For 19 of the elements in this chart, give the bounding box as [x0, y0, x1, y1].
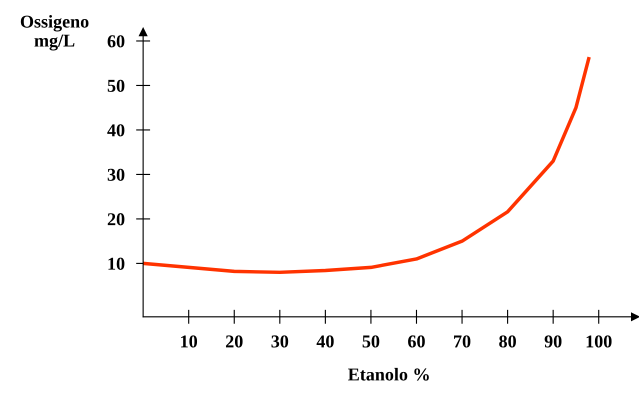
- y-tick-label: 60: [108, 35, 124, 48]
- x-tick-label: 90: [544, 335, 562, 348]
- x-axis-title: Etanolo %: [348, 368, 429, 381]
- x-tick-label: 80: [499, 335, 516, 348]
- y-axis-title: Ossigeno mg/L: [20, 14, 88, 51]
- y-tick-label: 10: [108, 258, 124, 270]
- x-tick-label: 100: [586, 335, 612, 348]
- x-tick-label: 60: [408, 335, 425, 348]
- y-tick-label: 40: [107, 124, 124, 136]
- x-tick-label: 40: [316, 335, 334, 348]
- x-tick-label: 70: [454, 335, 470, 348]
- y-tick-label: 50: [108, 80, 124, 92]
- line-series: [143, 57, 590, 274]
- x-tick-label: 20: [226, 335, 243, 348]
- y-tick-label: 30: [108, 168, 124, 181]
- x-tick-label: 30: [271, 335, 288, 348]
- y-tick-label: 20: [108, 213, 124, 226]
- x-tick-label: 50: [362, 335, 380, 348]
- x-tick-label: 10: [181, 335, 198, 348]
